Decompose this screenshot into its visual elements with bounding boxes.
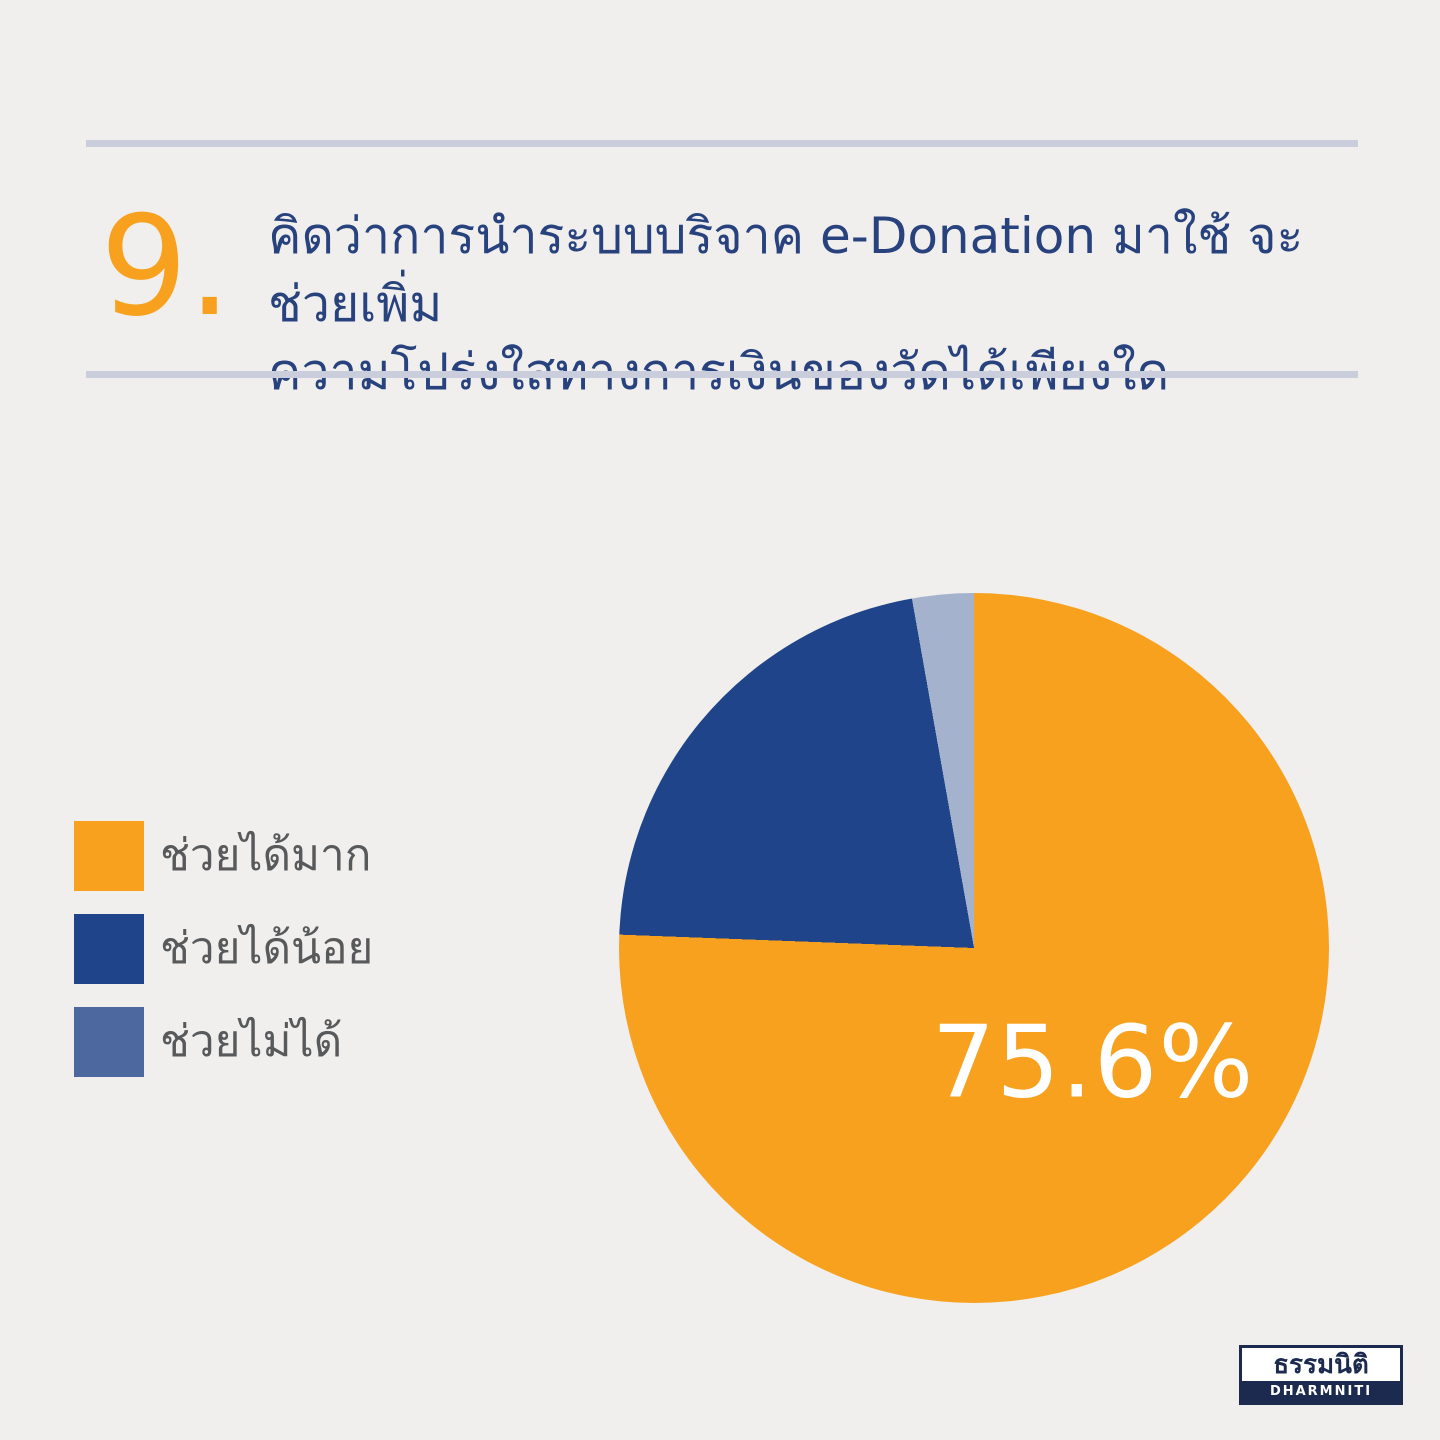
logo-thai-text: ธรรมนิติ bbox=[1273, 1349, 1369, 1380]
legend-item-little-help: ช่วยได้น้อย bbox=[74, 914, 373, 984]
header-top-rule bbox=[86, 140, 1358, 147]
legend-label-much-help: ช่วยได้มาก bbox=[160, 830, 372, 881]
legend-swatch-orange bbox=[74, 821, 144, 891]
legend-label-little-help: ช่วยได้น้อย bbox=[160, 923, 374, 974]
legend-swatch-dark-blue bbox=[74, 914, 144, 984]
logo-latin-text: DHARMNITI bbox=[1242, 1381, 1400, 1402]
pie-chart: 75.6% bbox=[619, 593, 1329, 1303]
dharmniti-logo: ธรรมนิติ DHARMNITI bbox=[1239, 1345, 1403, 1405]
legend-item-much-help: ช่วยได้มาก bbox=[74, 821, 373, 891]
header-bottom-rule bbox=[86, 371, 1358, 378]
question-title-line1: คิดว่าการนำระบบบริจาค e-Donation มาใช้ จ… bbox=[268, 207, 1304, 333]
legend-label-no-help: ช่วยไม่ได้ bbox=[160, 1016, 343, 1067]
legend-swatch-slate-blue bbox=[74, 1007, 144, 1077]
question-number: 9. bbox=[100, 186, 232, 347]
pie-value-label: 75.6% bbox=[931, 1003, 1255, 1121]
chart-legend: ช่วยได้มาก ช่วยได้น้อย ช่วยไม่ได้ bbox=[74, 821, 373, 1100]
legend-item-no-help: ช่วยไม่ได้ bbox=[74, 1007, 373, 1077]
